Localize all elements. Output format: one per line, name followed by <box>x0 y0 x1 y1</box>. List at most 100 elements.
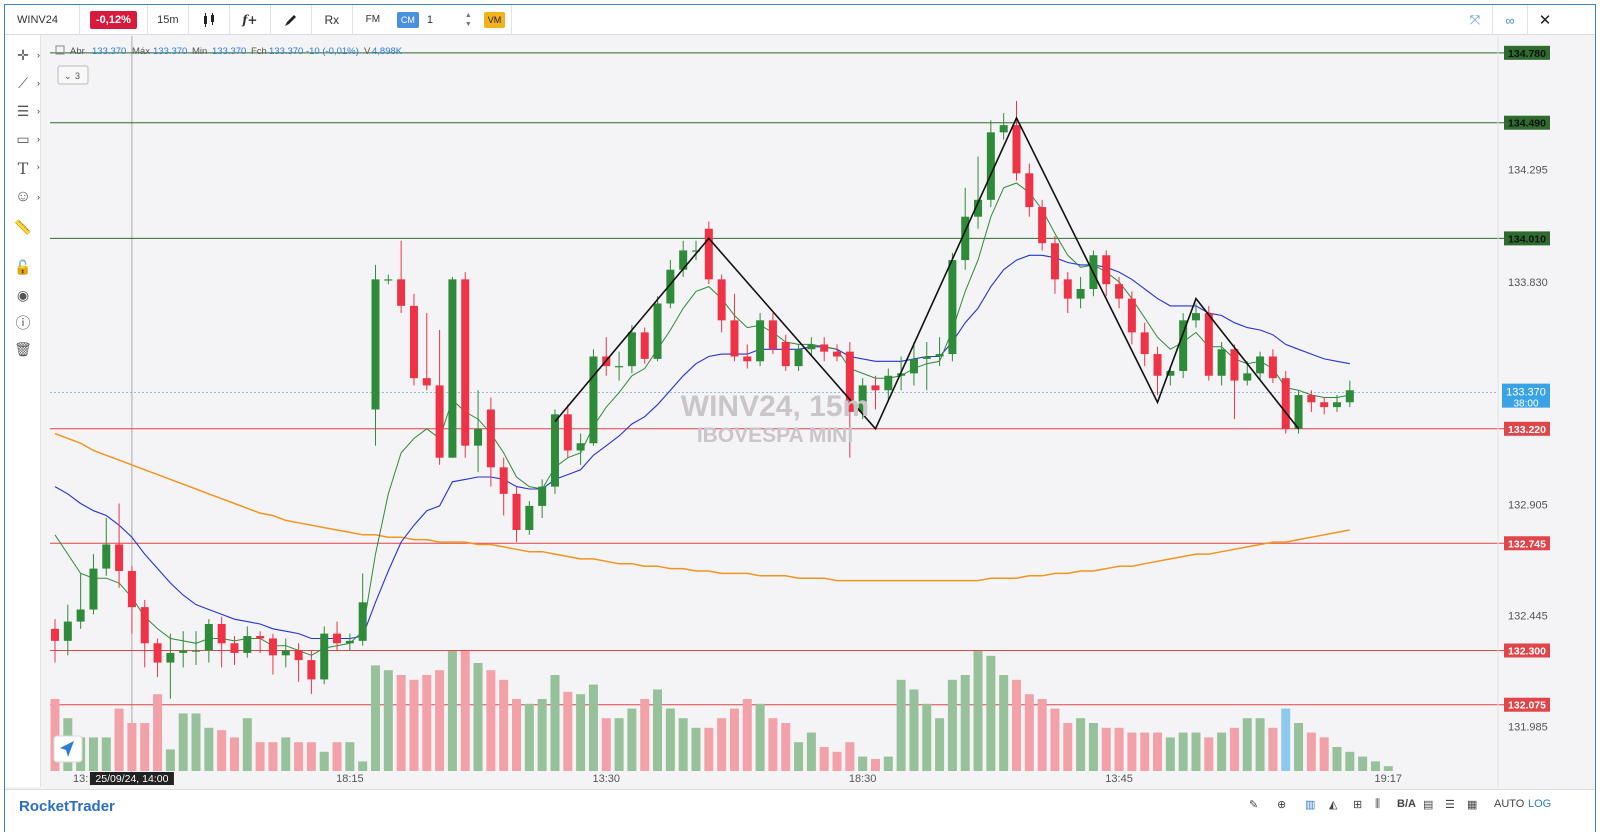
candle-body[interactable] <box>127 570 136 608</box>
candle-body[interactable] <box>717 279 726 321</box>
bar-chart-icon[interactable]: ▥ <box>1305 799 1316 811</box>
candle-body[interactable] <box>999 125 1008 133</box>
candle-body[interactable] <box>666 269 675 304</box>
candle-body[interactable] <box>1179 320 1188 371</box>
drawing-button[interactable] <box>271 5 311 35</box>
candle-body[interactable] <box>1230 349 1239 381</box>
candle-body[interactable] <box>1127 298 1136 333</box>
candle-body[interactable] <box>166 652 175 663</box>
candle-body[interactable] <box>1281 378 1290 429</box>
candle-body[interactable] <box>409 305 418 379</box>
candle-body[interactable] <box>204 623 213 651</box>
bars-icon[interactable]: ⫼ <box>1375 798 1381 810</box>
candle-body[interactable] <box>1307 395 1316 403</box>
vm-button[interactable]: VM <box>483 11 506 28</box>
candle-body[interactable] <box>627 332 636 367</box>
pencil-icon[interactable]: ✎ <box>1249 799 1259 811</box>
candle-body[interactable] <box>358 602 367 641</box>
quantity-stepper[interactable]: ▲ ▼ <box>459 5 478 35</box>
candle-body[interactable] <box>294 650 303 661</box>
candle-body[interactable] <box>884 375 893 391</box>
candle-type-button[interactable] <box>189 5 229 35</box>
stepper-up-icon[interactable]: ▲ <box>464 11 472 19</box>
candle-body[interactable] <box>422 378 431 386</box>
candle-body[interactable] <box>589 356 598 444</box>
text-tool[interactable]: T › <box>10 156 40 180</box>
candle-body[interactable] <box>1012 125 1021 174</box>
candle-body[interactable] <box>1050 243 1059 280</box>
line-tool[interactable]: ⟋ › <box>10 71 40 95</box>
indicator-collapse-button[interactable] <box>57 65 89 85</box>
candle-body[interactable] <box>781 342 790 367</box>
candle-body[interactable] <box>576 443 585 451</box>
candle-body[interactable] <box>1268 356 1277 379</box>
candle-body[interactable] <box>499 467 508 494</box>
navigate-button[interactable] <box>53 735 83 763</box>
candle-body[interactable] <box>230 643 239 653</box>
symbol-selector[interactable]: WINV24 <box>17 13 58 26</box>
timeframe-button[interactable]: 15m <box>157 13 179 26</box>
layout-icon[interactable]: ▦ <box>1467 799 1478 811</box>
candle-body[interactable] <box>192 650 201 652</box>
candle-body[interactable] <box>807 344 816 350</box>
cm-button[interactable]: CM <box>396 11 419 28</box>
list-icon[interactable]: ☰ <box>1445 799 1455 811</box>
candle-body[interactable] <box>679 250 688 270</box>
zigzag-drawing[interactable] <box>554 116 1300 431</box>
candle-body[interactable] <box>1115 284 1124 299</box>
candle-body[interactable] <box>756 320 765 362</box>
candle-body[interactable] <box>1217 349 1226 376</box>
crosshair-tool[interactable]: ✛ › <box>10 43 40 67</box>
candle-body[interactable] <box>538 486 547 506</box>
candle-body[interactable] <box>243 636 252 653</box>
candle-body[interactable] <box>1320 402 1329 408</box>
legend-collapse-icon[interactable] <box>55 45 65 55</box>
candle-body[interactable] <box>345 640 354 644</box>
candle-body[interactable] <box>974 199 983 217</box>
candle-body[interactable] <box>1191 313 1200 321</box>
candle-body[interactable] <box>115 544 124 571</box>
ruler-tool[interactable]: 📏 <box>10 215 36 239</box>
candle-body[interactable] <box>935 354 944 357</box>
candle-body[interactable] <box>1294 395 1303 429</box>
fm-button[interactable]: FM <box>365 14 381 25</box>
candle-body[interactable] <box>768 320 777 350</box>
link-icon[interactable]: ∞ <box>1505 12 1515 28</box>
candle-body[interactable] <box>76 609 85 622</box>
auto-scale-button[interactable]: AUTO <box>1494 798 1525 810</box>
candle-body[interactable] <box>512 493 521 530</box>
lock-tool[interactable]: 🔓 <box>10 255 36 279</box>
candle-body[interactable] <box>615 366 624 368</box>
candle-body[interactable] <box>179 650 188 653</box>
candle-body[interactable] <box>140 607 149 644</box>
candle-body[interactable] <box>1243 373 1252 381</box>
expand-icon[interactable]: ⤧ <box>1469 12 1481 27</box>
candle-body[interactable] <box>653 303 662 359</box>
candle-body[interactable] <box>1140 332 1149 355</box>
candle-body[interactable] <box>909 358 918 374</box>
candle-body[interactable] <box>1204 313 1213 376</box>
candle-body[interactable] <box>333 633 342 644</box>
close-icon[interactable]: ✕ <box>1538 12 1552 29</box>
candle-body[interactable] <box>922 356 931 359</box>
candle-body[interactable] <box>704 228 713 280</box>
candle-body[interactable] <box>820 344 829 352</box>
candle-body[interactable] <box>320 633 329 680</box>
indicators-button[interactable]: f+ <box>242 12 258 27</box>
candle-body[interactable] <box>217 623 226 644</box>
candle-body[interactable] <box>986 132 995 200</box>
fib-tool[interactable]: ☰ › <box>10 99 40 123</box>
candle-body[interactable] <box>102 544 111 569</box>
candle-body[interactable] <box>640 332 649 359</box>
zoom-icon[interactable]: ⊕ <box>1277 799 1287 811</box>
visibility-tool[interactable]: ◉ <box>10 283 36 307</box>
candle-body[interactable] <box>858 385 867 412</box>
candle-body[interactable] <box>1038 207 1047 244</box>
candle-body[interactable] <box>1025 173 1034 208</box>
candle-body[interactable] <box>1256 356 1265 374</box>
candle-body[interactable] <box>563 414 572 451</box>
candle-body[interactable] <box>281 650 290 656</box>
candle-body[interactable] <box>833 351 842 357</box>
candle-body[interactable] <box>525 505 534 530</box>
candle-body[interactable] <box>461 279 470 446</box>
